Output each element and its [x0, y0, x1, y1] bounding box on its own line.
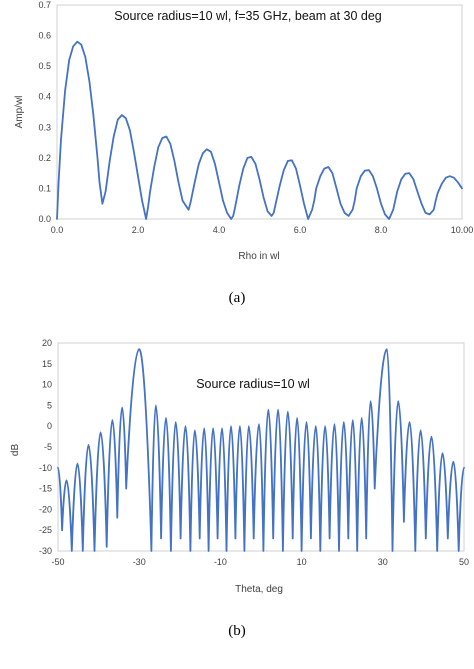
- chart-b-y-tick-label: -30: [39, 546, 52, 556]
- chart-b-x-tick-label: -50: [51, 557, 64, 567]
- chart-a-y-tick-label: 0.7: [38, 0, 51, 10]
- chart-a-y-axis-label: Amp/wl: [14, 96, 25, 129]
- chart-b-x-tick-label: -30: [133, 557, 146, 567]
- chart-b-y-tick-label: 10: [42, 380, 52, 390]
- chart-a-series-line: [56, 40, 463, 220]
- chart-b-y-tick-label: -20: [39, 504, 52, 514]
- chart-b-y-tick-label: -5: [44, 442, 52, 452]
- chart-a-plot-area: [56, 4, 463, 220]
- chart-b-plot-area: [57, 342, 465, 552]
- chart-a-caption: (a): [229, 290, 246, 306]
- chart-a-y-tick-label: 0.6: [38, 31, 51, 41]
- chart-b-y-tick-label: 15: [42, 359, 52, 369]
- chart-b-x-tick-label: 50: [459, 557, 469, 567]
- chart-b-y-ticks: 20 15 10 5 0 -5 -10 -15 -20 -25 -30: [39, 338, 52, 556]
- chart-a-y-tick-label: 0.2: [38, 153, 51, 163]
- chart-a-x-axis-label: Rho in wl: [238, 251, 279, 262]
- chart-b-title: Source radius=10 wl: [196, 377, 310, 391]
- chart-b-y-tick-label: 0: [47, 421, 52, 431]
- chart-b-series-line: [57, 348, 465, 552]
- chart-b-x-tick-label: 30: [378, 557, 388, 567]
- chart-b-y-tick-label: 5: [47, 400, 52, 410]
- chart-a-y-tick-label: 0.4: [38, 92, 51, 102]
- chart-a-y-ticks: 0.0 0.1 0.2 0.3 0.4 0.5 0.6 0.7: [38, 0, 51, 224]
- chart-a-x-ticks: 0.0 2.0 4.0 6.0 8.0 10.00: [51, 225, 474, 235]
- chart-a-y-tick-label: 0.3: [38, 122, 51, 132]
- chart-a-x-tick-label: 8.0: [375, 225, 388, 235]
- chart-a-x-tick-label: 10.00: [451, 225, 474, 235]
- chart-b-x-tick-label: 10: [297, 557, 307, 567]
- chart-b-y-tick-label: -25: [39, 525, 52, 535]
- chart-a: 0.0 0.1 0.2 0.3 0.4 0.5 0.6 0.7 0.0 2.0 4.0 6.0 8.0…: [14, 0, 473, 306]
- chart-a-x-tick-label: 2.0: [132, 225, 145, 235]
- chart-a-x-tick-label: 6.0: [294, 225, 307, 235]
- chart-b-y-tick-label: 20: [42, 338, 52, 348]
- chart-b-x-tick-label: -10: [214, 557, 227, 567]
- chart-a-y-tick-label: 0.1: [38, 183, 51, 193]
- chart-a-y-tick-label: 0.5: [38, 61, 51, 71]
- chart-b-y-tick-label: -15: [39, 484, 52, 494]
- chart-b-x-axis-label: Theta, deg: [235, 584, 283, 595]
- chart-a-x-tick-label: 0.0: [51, 225, 64, 235]
- chart-b-y-tick-label: -10: [39, 463, 52, 473]
- chart-b-x-ticks: -50 -30 -10 10 30 50: [51, 557, 469, 567]
- chart-b-caption: (b): [228, 623, 246, 639]
- chart-a-x-tick-label: 4.0: [213, 225, 226, 235]
- chart-b-y-axis-label: dB: [10, 444, 21, 457]
- chart-a-title: Source radius=10 wl, f=35 GHz, beam at 3…: [114, 9, 382, 23]
- chart-a-y-tick-label: 0.0: [38, 214, 51, 224]
